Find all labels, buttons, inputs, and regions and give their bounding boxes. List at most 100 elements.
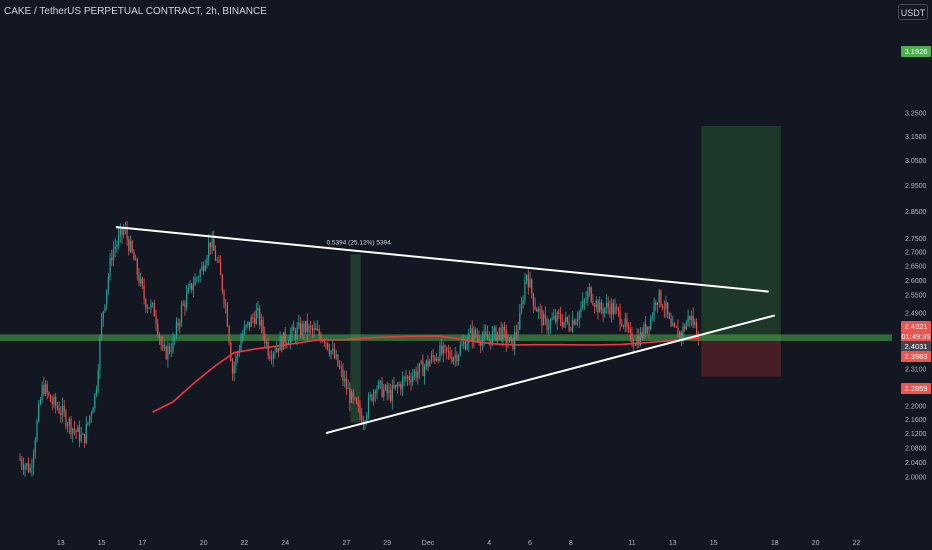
candle-body — [247, 321, 249, 325]
candle-body — [633, 344, 635, 346]
candle-body — [682, 326, 684, 338]
candle-body — [430, 355, 432, 362]
y-tick-label: 2.6500 — [905, 264, 927, 271]
candle-body — [383, 389, 385, 397]
x-tick-label: 6 — [528, 540, 532, 547]
candle-body — [446, 347, 448, 352]
target-zone — [701, 125, 781, 340]
candle-body — [240, 340, 242, 351]
candle-body — [680, 331, 682, 338]
candle-body — [563, 321, 565, 327]
y-tick-label: 3.1500 — [905, 134, 927, 141]
candle-body — [296, 327, 298, 339]
candle-body — [447, 351, 449, 353]
x-tick-label: 24 — [281, 540, 289, 547]
candle-body — [191, 283, 193, 291]
candle-body — [690, 316, 693, 320]
candle-body — [182, 303, 184, 306]
candle-body — [407, 376, 409, 379]
candle-body — [19, 458, 21, 460]
candle-body — [298, 322, 300, 328]
candle-body — [38, 404, 40, 421]
candle-body — [63, 405, 65, 412]
x-tick-label: 22 — [853, 540, 861, 547]
candle-body — [400, 384, 402, 390]
current-price-tag: 2.4321 — [901, 321, 931, 332]
candle-body — [67, 425, 69, 427]
candle-body — [218, 260, 220, 262]
candle-body — [279, 337, 281, 351]
candle-body — [478, 337, 480, 343]
candle-body — [320, 335, 322, 342]
candle-body — [553, 316, 555, 319]
candle-body — [386, 385, 388, 394]
candle-body — [670, 318, 672, 327]
candle-body — [537, 308, 540, 312]
candle-body — [454, 355, 456, 359]
candle-body — [175, 322, 177, 336]
candle-body — [643, 323, 645, 338]
candle-body — [675, 326, 677, 328]
candle-body — [170, 351, 172, 353]
candle-body — [138, 274, 140, 284]
stop-price-tag: 2.2859 — [901, 383, 931, 394]
candle-body — [340, 367, 342, 370]
candle-body — [413, 371, 415, 376]
countdown-tag: 01:49:39 — [901, 331, 931, 342]
candle-body — [577, 319, 579, 322]
candle-body — [451, 357, 453, 362]
candle-body — [628, 326, 630, 329]
x-tick-label: 20 — [812, 540, 820, 547]
candle-body — [330, 350, 332, 355]
x-tick-label: 8 — [569, 540, 573, 547]
candle-body — [512, 338, 514, 350]
candle-body — [490, 339, 492, 345]
candle-body — [369, 394, 371, 398]
candle-body — [146, 307, 149, 309]
candle-body — [395, 384, 397, 388]
candle-body — [70, 419, 72, 434]
candle-body — [626, 318, 628, 327]
target-price-tag: 3.1926 — [901, 46, 931, 57]
candle-body — [294, 330, 296, 339]
y-tick-label: 2.6000 — [905, 278, 927, 285]
candle-body — [55, 396, 57, 406]
y-tick-label: 3.2500 — [905, 111, 927, 118]
candle-body — [605, 302, 608, 309]
candle-body — [255, 310, 257, 324]
y-tick-label: 2.0000 — [905, 475, 927, 482]
candle-body — [196, 277, 198, 279]
candle-body — [646, 326, 648, 334]
candle-body — [89, 415, 91, 423]
candle-body — [611, 303, 613, 315]
candle-body — [461, 343, 463, 346]
candle-body — [345, 378, 347, 389]
candle-body — [303, 323, 305, 332]
candle-body — [549, 319, 551, 327]
candle-body — [131, 241, 133, 253]
candle-body — [371, 394, 373, 401]
y-tick-label: 2.1600 — [905, 417, 927, 424]
candle-body — [390, 390, 392, 401]
candle-body — [315, 328, 317, 330]
candle-body — [514, 332, 516, 350]
candle-body — [685, 322, 687, 330]
candle-body — [58, 408, 60, 414]
candle-body — [29, 467, 31, 472]
candle-body — [31, 466, 33, 468]
candle-body — [233, 366, 235, 374]
candle-body — [179, 322, 181, 326]
candle-body — [187, 287, 189, 294]
candle-body — [505, 329, 507, 343]
candle-body — [621, 324, 623, 326]
candle-body — [299, 322, 302, 335]
candle-body — [466, 343, 468, 350]
candle-body — [226, 305, 228, 327]
candle-body — [471, 328, 473, 341]
candle-body — [641, 332, 643, 338]
currency-unit-button[interactable]: USDT — [898, 4, 928, 20]
symbol-header: CAKE / TetherUS PERPETUAL CONTRACT, 2h, … — [4, 6, 267, 17]
stop-top-price-tag: 2.3983 — [901, 351, 931, 362]
